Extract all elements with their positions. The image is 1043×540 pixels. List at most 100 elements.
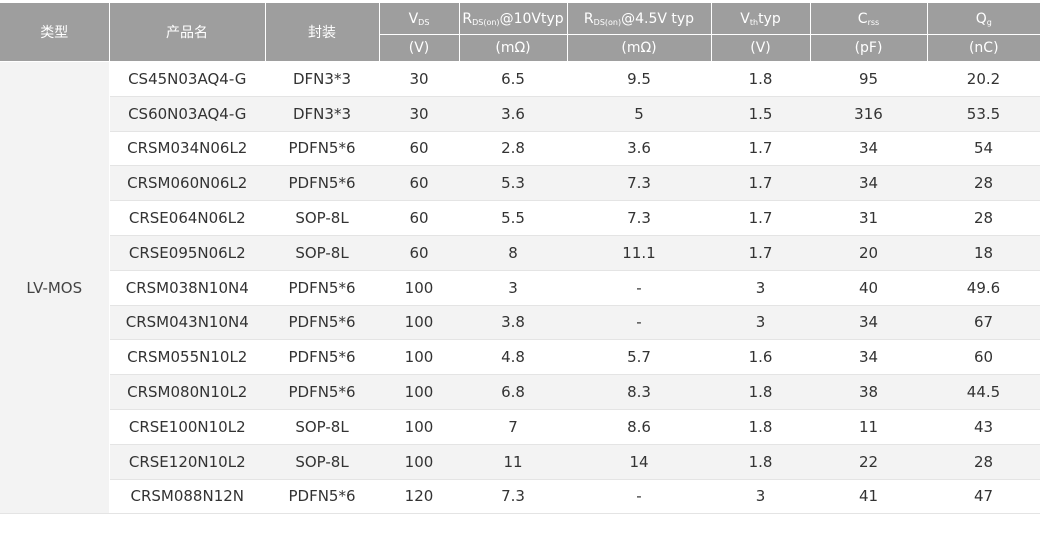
table-row: CRSM034N06L2 PDFN5*6 60 2.8 3.6 1.7 34 54 (0, 131, 1040, 167)
cell-package: SOP-8L (265, 409, 379, 445)
cell-crss: 40 (810, 270, 927, 306)
cell-qg: 43 (927, 409, 1040, 445)
cell-vds: 60 (379, 235, 459, 271)
cell-product-name: CRSM055N10L2 (109, 339, 265, 376)
cell-vth: 1.5 (711, 96, 810, 132)
cell-product-name: CRSM034N06L2 (109, 131, 265, 167)
cell-product-name: CRSE064N06L2 (109, 200, 265, 236)
table-header: 类型 产品名 封装 VDS RDS(on)@10Vtyp RDS(on)@4.5… (0, 3, 1040, 62)
cell-crss: 22 (810, 444, 927, 480)
cell-product-name: CRSM080N10L2 (109, 374, 265, 410)
header-vds: VDS (379, 3, 460, 35)
cell-package: PDFN5*6 (265, 374, 379, 410)
cell-crss: 95 (810, 61, 927, 97)
table-row: LV-MOS CS45N03AQ4-G DFN3*3 30 6.5 9.5 1.8 95 20.… (0, 61, 1040, 515)
cell-product-name: CRSE095N06L2 (109, 235, 265, 271)
table-row: CRSE095N06L2 SOP-8L 60 8 11.1 1.7 20 18 (0, 235, 1040, 271)
cell-vth: 1.7 (711, 200, 810, 236)
mosfet-spec-table: 类型 产品名 封装 VDS RDS(on)@10Vtyp RDS(on)@4.5… (0, 3, 1040, 515)
header-package: 封装 (265, 3, 380, 62)
cell-package: PDFN5*6 (265, 479, 379, 515)
table-row: CRSE100N10L2 SOP-8L 100 7 8.6 1.8 11 43 (0, 409, 1040, 445)
header-qg-sub: g (986, 17, 992, 27)
header-product: 产品名 (109, 3, 266, 62)
table-row: CRSM055N10L2 PDFN5*6 100 4.8 5.7 1.6 34 60 (0, 339, 1040, 376)
cell-qg: 28 (927, 200, 1040, 236)
unit-vds: (V) (379, 34, 460, 62)
cell-package: DFN3*3 (265, 61, 379, 97)
cell-package: DFN3*3 (265, 96, 379, 132)
cell-qg: 53.5 (927, 96, 1040, 132)
cell-vds: 100 (379, 409, 459, 445)
cell-vds: 60 (379, 131, 459, 167)
cell-crss: 41 (810, 479, 927, 515)
cell-rds-10v: 8 (459, 235, 567, 271)
cell-package: PDFN5*6 (265, 165, 379, 202)
cell-package: PDFN5*6 (265, 270, 379, 306)
header-crss-main: C (857, 10, 868, 27)
table-row: CS60N03AQ4-G DFN3*3 30 3.6 5 1.5 316 53.5 (0, 96, 1040, 132)
cell-qg: 54 (927, 131, 1040, 167)
cell-package: PDFN5*6 (265, 131, 379, 167)
cell-rds-4-5v: 7.3 (567, 165, 711, 202)
cell-qg: 44.5 (927, 374, 1040, 410)
cell-product-name: CS60N03AQ4-G (109, 96, 265, 132)
cell-product-name: CRSM043N10N4 (109, 305, 265, 341)
cell-rds-10v: 7 (459, 409, 567, 445)
cell-vth: 1.7 (711, 131, 810, 167)
cell-rds-4-5v: 3.6 (567, 131, 711, 167)
header-rds-4-5v-sub: DS(on) (593, 17, 622, 27)
unit-rds-10v: (mΩ) (459, 34, 568, 62)
header-qg-main: Q (975, 10, 987, 27)
table-row: CRSE120N10L2 SOP-8L 100 11 14 1.8 22 28 (0, 444, 1040, 480)
cell-vds: 100 (379, 270, 459, 306)
cell-crss: 34 (810, 131, 927, 167)
cell-qg: 28 (927, 444, 1040, 480)
cell-rds-10v: 6.8 (459, 374, 567, 410)
cell-product-name: CRSM038N10N4 (109, 270, 265, 306)
header-rds-4-5v: RDS(on)@4.5V typ (567, 3, 712, 35)
cell-rds-4-5v: 14 (567, 444, 711, 480)
type-cell: LV-MOS (0, 61, 110, 515)
unit-qg: (nC) (927, 34, 1040, 62)
cell-qg: 20.2 (927, 61, 1040, 97)
cell-crss: 20 (810, 235, 927, 271)
cell-qg: 49.6 (927, 270, 1040, 306)
cell-package: SOP-8L (265, 235, 379, 271)
cell-rds-10v: 5.3 (459, 165, 567, 202)
cell-crss: 38 (810, 374, 927, 410)
cell-vth: 1.7 (711, 165, 810, 202)
cell-rds-4-5v: 7.3 (567, 200, 711, 236)
cell-rds-4-5v: 9.5 (567, 61, 711, 97)
cell-crss: 31 (810, 200, 927, 236)
cell-rds-4-5v: 8.3 (567, 374, 711, 410)
header-rds-4-5v-tail: @4.5V typ (621, 10, 695, 27)
cell-vds: 60 (379, 165, 459, 202)
cell-rds-4-5v: 5 (567, 96, 711, 132)
cell-rds-10v: 2.8 (459, 131, 567, 167)
cell-crss: 34 (810, 165, 927, 202)
cell-package: SOP-8L (265, 200, 379, 236)
header-qg: Qg (927, 3, 1040, 35)
cell-vds: 100 (379, 444, 459, 480)
cell-vds: 60 (379, 200, 459, 236)
header-crss: Crss (810, 3, 928, 35)
header-vth-main: V (740, 10, 750, 27)
cell-product-name: CS45N03AQ4-G (109, 61, 265, 97)
cell-qg: 67 (927, 305, 1040, 341)
header-crss-sub: rss (867, 17, 880, 27)
table-row: CRSM038N10N4 PDFN5*6 100 3-3 40 49.6 (0, 270, 1040, 306)
cell-product-name: CRSM060N06L2 (109, 165, 265, 202)
cell-rds-10v: 5.5 (459, 200, 567, 236)
header-vds-sub: DS (418, 17, 430, 27)
cell-package: PDFN5*6 (265, 305, 379, 341)
cell-vds: 120 (379, 479, 459, 515)
cell-qg: 18 (927, 235, 1040, 271)
cell-rds-10v: 11 (459, 444, 567, 480)
header-rds-4-5v-main: R (583, 10, 594, 27)
unit-vth: (V) (711, 34, 811, 62)
header-vth-sub: th (749, 17, 759, 27)
cell-vth: 3 (711, 479, 810, 515)
cell-rds-10v: 7.3 (459, 479, 567, 515)
cell-vth: 1.8 (711, 61, 810, 97)
